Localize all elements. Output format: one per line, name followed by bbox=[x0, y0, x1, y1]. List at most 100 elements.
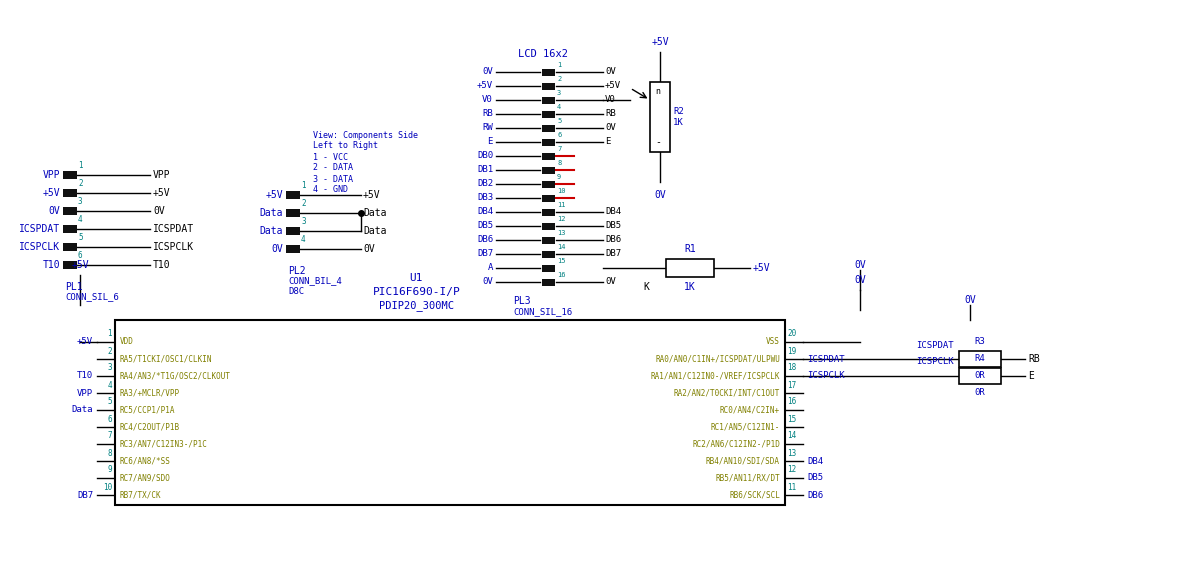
Text: DB5: DB5 bbox=[605, 221, 621, 231]
Text: 11: 11 bbox=[557, 202, 565, 208]
Text: 15: 15 bbox=[557, 258, 565, 264]
Text: VPP: VPP bbox=[153, 170, 171, 180]
Text: 0V: 0V bbox=[271, 244, 283, 254]
Text: +5V: +5V bbox=[153, 188, 171, 198]
Bar bbox=[541, 279, 555, 285]
Text: RB: RB bbox=[1029, 354, 1039, 364]
Text: V0: V0 bbox=[482, 96, 493, 105]
Text: 0V: 0V bbox=[482, 67, 493, 77]
Text: Data: Data bbox=[71, 406, 93, 415]
Text: DB0: DB0 bbox=[476, 152, 493, 161]
Text: Left to Right: Left to Right bbox=[313, 141, 378, 150]
Text: 10: 10 bbox=[102, 483, 112, 491]
Text: 6: 6 bbox=[557, 132, 562, 138]
Bar bbox=[541, 223, 555, 229]
Text: +5V: +5V bbox=[605, 81, 621, 90]
Text: PIC16F690-I/P: PIC16F690-I/P bbox=[373, 287, 461, 297]
Text: ICSPCLK: ICSPCLK bbox=[153, 242, 194, 252]
Bar bbox=[541, 264, 555, 272]
Text: ICSPDAT: ICSPDAT bbox=[807, 355, 845, 363]
Bar bbox=[63, 207, 77, 215]
Text: 0V: 0V bbox=[605, 277, 616, 287]
Text: 20: 20 bbox=[787, 329, 796, 339]
Text: CONN_SIL_16: CONN_SIL_16 bbox=[512, 308, 573, 316]
Text: Data: Data bbox=[260, 226, 283, 236]
Text: DB2: DB2 bbox=[476, 180, 493, 189]
Text: DB7: DB7 bbox=[77, 491, 93, 499]
Bar bbox=[286, 209, 300, 217]
Text: A: A bbox=[487, 264, 493, 272]
Text: RA1/AN1/C12IN0-/VREF/ICSPCLK: RA1/AN1/C12IN0-/VREF/ICSPCLK bbox=[651, 371, 780, 380]
Text: 16: 16 bbox=[557, 272, 565, 278]
Text: DB4: DB4 bbox=[476, 208, 493, 216]
Text: RC0/AN4/C2IN+: RC0/AN4/C2IN+ bbox=[719, 406, 780, 415]
Text: R2
1K: R2 1K bbox=[672, 108, 683, 127]
Text: 12: 12 bbox=[787, 466, 796, 475]
Bar bbox=[650, 82, 670, 152]
Text: 0R: 0R bbox=[974, 371, 985, 380]
Bar bbox=[541, 125, 555, 132]
Text: RA0/AN0/C1IN+/ICSPDAT/ULPWU: RA0/AN0/C1IN+/ICSPDAT/ULPWU bbox=[656, 355, 780, 363]
Text: RB: RB bbox=[482, 109, 493, 118]
Text: +5V: +5V bbox=[266, 190, 283, 200]
Text: 0V: 0V bbox=[605, 124, 616, 133]
Text: CONN_SIL_6: CONN_SIL_6 bbox=[65, 292, 119, 301]
Text: DB4: DB4 bbox=[605, 208, 621, 216]
Text: R1: R1 bbox=[685, 244, 695, 254]
Text: Data: Data bbox=[363, 208, 386, 218]
Text: VDD: VDD bbox=[120, 337, 134, 347]
Text: 4: 4 bbox=[557, 104, 562, 110]
Text: RA3/+MCLR/VPP: RA3/+MCLR/VPP bbox=[120, 388, 180, 398]
Bar bbox=[63, 171, 77, 179]
Text: DB5: DB5 bbox=[807, 474, 823, 483]
Bar bbox=[541, 97, 555, 104]
Text: 2: 2 bbox=[557, 76, 562, 82]
Text: 0V: 0V bbox=[654, 190, 666, 200]
Text: 2: 2 bbox=[78, 180, 83, 189]
Text: 10: 10 bbox=[557, 188, 565, 194]
Text: DB7: DB7 bbox=[605, 249, 621, 259]
Bar bbox=[541, 138, 555, 145]
Text: +5V: +5V bbox=[71, 260, 89, 270]
Text: 14: 14 bbox=[787, 431, 796, 440]
Text: 4: 4 bbox=[107, 380, 112, 390]
Text: T10: T10 bbox=[153, 260, 171, 270]
Text: Data: Data bbox=[363, 226, 386, 236]
Text: RB7/TX/CK: RB7/TX/CK bbox=[120, 491, 161, 499]
Text: R3: R3 bbox=[974, 337, 985, 346]
Text: RC5/CCP1/P1A: RC5/CCP1/P1A bbox=[120, 406, 176, 415]
Text: T10: T10 bbox=[77, 371, 93, 380]
Text: 5: 5 bbox=[78, 233, 83, 243]
Text: 7: 7 bbox=[557, 146, 562, 152]
Text: 17: 17 bbox=[787, 380, 796, 390]
Text: ICSPDAT: ICSPDAT bbox=[917, 340, 954, 349]
Text: PL2: PL2 bbox=[288, 266, 306, 276]
Text: 4 - GND: 4 - GND bbox=[313, 185, 348, 194]
Text: VPP: VPP bbox=[77, 388, 93, 398]
Text: DB6: DB6 bbox=[605, 236, 621, 244]
Text: 0V: 0V bbox=[964, 295, 976, 305]
Text: ICSPCLK: ICSPCLK bbox=[917, 358, 954, 367]
Text: 2: 2 bbox=[107, 347, 112, 356]
Text: RA4/AN3/*T1G/OSC2/CLKOUT: RA4/AN3/*T1G/OSC2/CLKOUT bbox=[120, 371, 231, 380]
Text: 13: 13 bbox=[557, 230, 565, 236]
Bar bbox=[541, 69, 555, 76]
Text: 19: 19 bbox=[787, 347, 796, 356]
Bar bbox=[541, 194, 555, 201]
Text: +5V: +5V bbox=[77, 337, 93, 347]
Text: 11: 11 bbox=[787, 483, 796, 491]
Text: 4: 4 bbox=[301, 236, 306, 244]
Bar bbox=[959, 351, 1001, 367]
Text: 4: 4 bbox=[78, 216, 83, 224]
Text: 2 - DATA: 2 - DATA bbox=[313, 164, 352, 173]
Bar bbox=[541, 110, 555, 117]
Text: PL3: PL3 bbox=[512, 296, 531, 306]
Bar bbox=[541, 82, 555, 89]
Text: E: E bbox=[487, 137, 493, 146]
Text: T10: T10 bbox=[42, 260, 60, 270]
Text: 15: 15 bbox=[787, 415, 796, 423]
Text: D8C: D8C bbox=[288, 287, 304, 296]
Text: RW: RW bbox=[482, 124, 493, 133]
Text: RA2/AN2/T0CKI/INT/C1OUT: RA2/AN2/T0CKI/INT/C1OUT bbox=[674, 388, 780, 398]
Text: 0V: 0V bbox=[48, 206, 60, 216]
